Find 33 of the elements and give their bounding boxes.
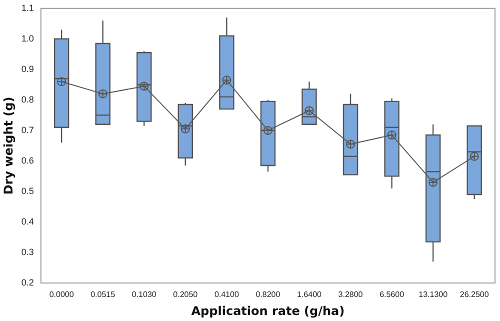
- point: [222, 76, 232, 85]
- y-tick-label: 0.2: [21, 277, 34, 288]
- x-tick-label: 0.0515: [90, 290, 116, 300]
- x-tick-label: 0.2050: [173, 290, 198, 300]
- y-tick-label: 0.5: [21, 186, 34, 196]
- x-tick-label: 6.5600: [380, 290, 405, 300]
- point: [428, 178, 438, 187]
- point: [140, 82, 149, 91]
- y-tick-label: 1.0: [21, 33, 34, 44]
- x-tick-label: 0.1030: [132, 290, 157, 300]
- y-axis-title: Dry weight (g): [1, 96, 16, 195]
- y-tick-label: 1.1: [21, 2, 34, 13]
- x-tick-label: 26.2500: [460, 290, 490, 300]
- y-tick-label: 0.9: [21, 64, 34, 74]
- x-tick-label: 3.2800: [338, 290, 364, 300]
- point: [263, 126, 272, 135]
- point: [98, 89, 108, 98]
- x-tick-label: 0.8200: [256, 290, 281, 300]
- x-tick-label: 1.6400: [297, 290, 322, 300]
- x-tick-label: 0.4100: [214, 290, 240, 300]
- x-tick-label: 13.1300: [418, 290, 448, 300]
- point: [470, 152, 479, 161]
- y-tick-label: 0.7: [21, 124, 34, 135]
- y-tick-label: 0.8: [21, 94, 34, 104]
- x-axis-title: Application rate (g/ha): [191, 304, 345, 318]
- y-tick-label: 0.6: [21, 155, 34, 166]
- point: [346, 140, 356, 149]
- x-tick-label: 0.0000: [49, 290, 74, 300]
- y-tick-label: 0.3: [21, 246, 34, 257]
- point: [387, 130, 396, 140]
- point: [57, 77, 66, 86]
- point: [180, 124, 190, 134]
- y-tick-label: 0.4: [21, 216, 34, 226]
